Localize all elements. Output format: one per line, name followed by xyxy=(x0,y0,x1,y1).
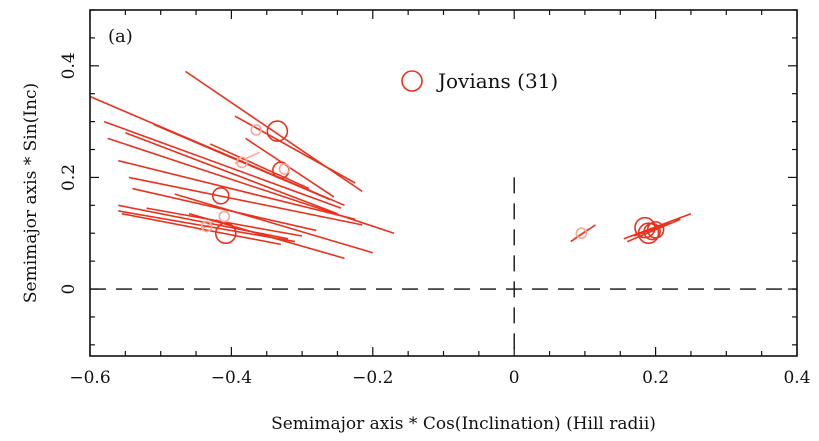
jovian-marker xyxy=(634,216,656,239)
jovian-marker xyxy=(250,124,262,136)
orbit-segment xyxy=(125,132,338,215)
legend-label: Jovians (31) xyxy=(436,69,558,93)
orbit-segment xyxy=(209,143,310,190)
orbit-segment xyxy=(234,115,356,184)
panel-label: (a) xyxy=(108,26,133,47)
x-tick-label: −0.4 xyxy=(211,368,252,388)
y-tick-label: 0.4 xyxy=(59,52,79,79)
jovian-marker xyxy=(236,156,248,169)
x-tick-label: 0 xyxy=(509,368,520,388)
x-tick-label: 0.2 xyxy=(642,368,669,388)
jovian-marker xyxy=(278,163,291,175)
orbit-segment xyxy=(118,159,356,221)
legend: Jovians (31) xyxy=(401,69,558,93)
axis-ticks: −0.6 −0.4 −0.2 0 0.2 0.4 0 0.2 0.4 xyxy=(59,9,811,388)
legend-marker-circle xyxy=(401,70,423,92)
orbit-segment xyxy=(634,222,671,237)
orbit-segment xyxy=(188,212,345,260)
data-layer xyxy=(89,70,692,260)
plot-frame xyxy=(89,9,798,357)
x-tick-label: −0.2 xyxy=(352,368,393,388)
y-axis-title: Semimajor axis * Sin(Inc) xyxy=(21,83,41,303)
jovian-marker xyxy=(200,220,213,233)
jovian-marker xyxy=(214,222,237,245)
orbit-segment xyxy=(128,176,363,226)
orbit-segment xyxy=(121,212,282,246)
orbit-segment xyxy=(153,123,331,201)
x-axis-title: Semimajor axis * Cos(Inclination) (Hill … xyxy=(271,414,656,434)
jovian-marker xyxy=(266,120,289,142)
orbit-segment xyxy=(570,224,596,243)
x-tick-label: 0.4 xyxy=(783,368,810,388)
y-tick-label: 0 xyxy=(59,284,79,295)
jovian-marker xyxy=(646,221,665,239)
y-tick-label: 0.2 xyxy=(59,164,79,191)
jovian-marker xyxy=(575,227,588,240)
jovian-marker xyxy=(218,210,231,223)
reference-lines xyxy=(90,177,797,356)
orbit-segment xyxy=(103,120,342,209)
x-tick-label: −0.6 xyxy=(69,368,110,388)
jovian-marker xyxy=(637,222,660,245)
jovian-marker xyxy=(211,187,230,205)
orbit-segment xyxy=(174,193,374,254)
